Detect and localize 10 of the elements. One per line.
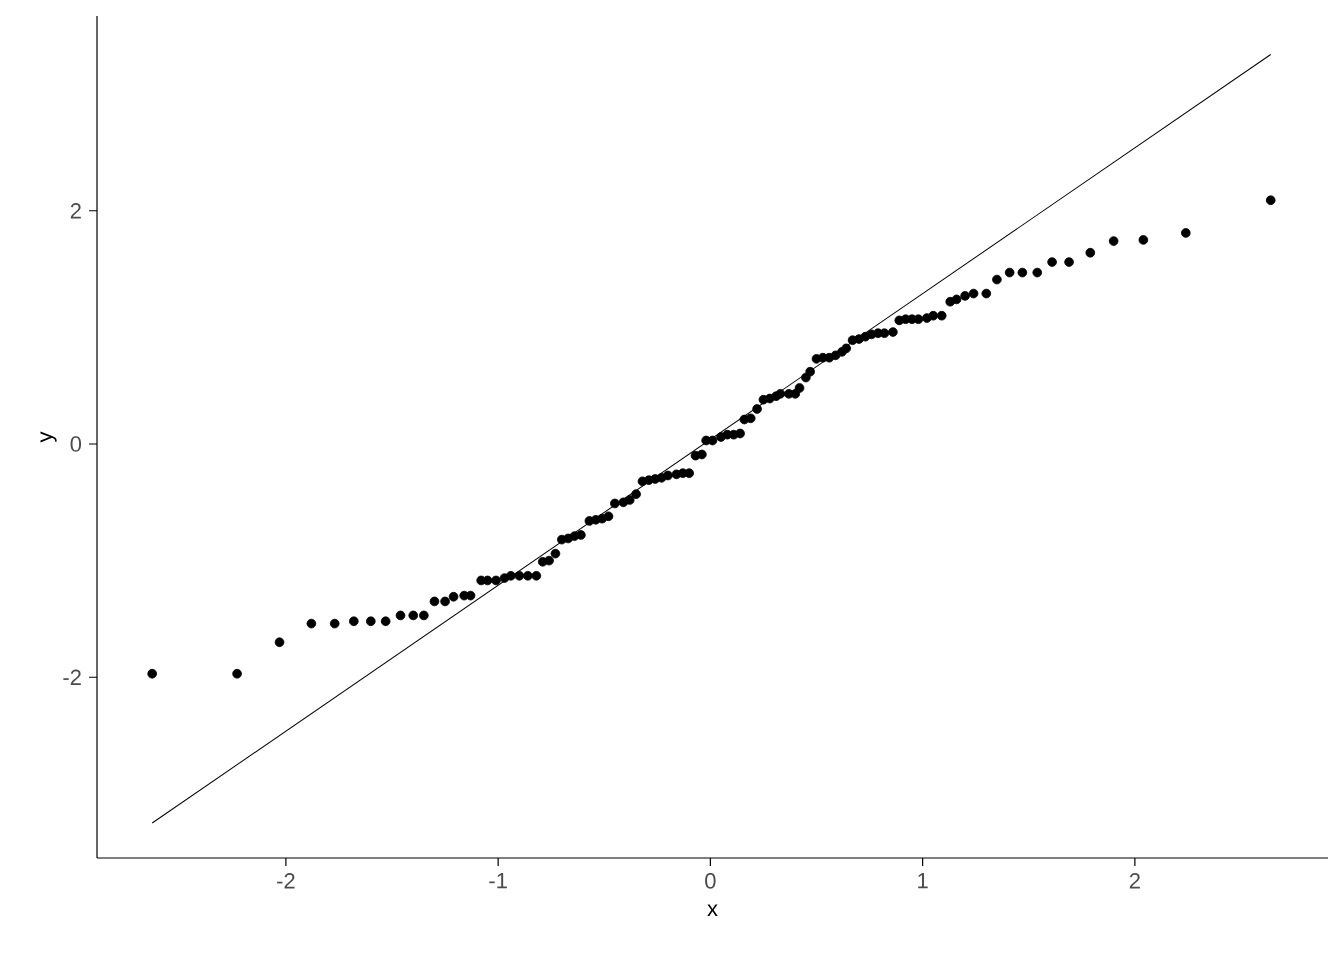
y-tick-label: 2 (70, 203, 81, 219)
y-tick-label: 0 (70, 436, 82, 452)
y-axis-title: y (40, 431, 57, 443)
x-axis-title: x (707, 904, 718, 916)
x-tick-label: 0 (705, 873, 716, 889)
y-tick-label: -2 (63, 669, 81, 685)
x-tick-label: 1 (918, 873, 928, 889)
x-tick-label: 2 (1129, 873, 1140, 889)
x-tick-label: -1 (489, 873, 507, 889)
x-tick-label: -2 (277, 873, 295, 889)
